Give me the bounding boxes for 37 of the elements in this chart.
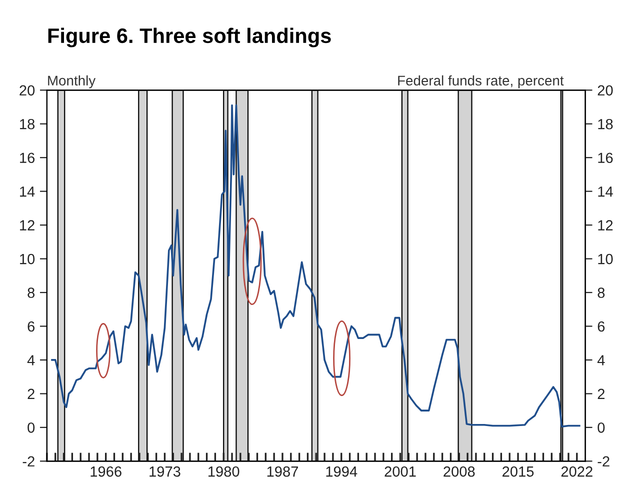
y-tick-label: 10: [20, 254, 35, 264]
y-tick-label: 2: [28, 388, 34, 399]
y2-tick-label: 20: [598, 85, 613, 96]
y-tick-label: 14: [20, 186, 35, 197]
y2-tick-label: 12: [598, 220, 613, 230]
line-series: [51, 104, 580, 428]
y2-tick-label: -2: [598, 456, 610, 466]
x-tick-label: 2001: [384, 466, 416, 477]
y-tick-label: -2: [22, 456, 34, 466]
y2-tick-label: 18: [598, 118, 613, 130]
x-tick-label: 2008: [444, 466, 475, 477]
x-tick-label: 2022: [561, 466, 592, 477]
y2-tick-label: 6: [598, 321, 605, 332]
y2-tick-label: 8: [598, 288, 605, 298]
y-tick-label: 6: [28, 321, 35, 332]
y2-tick-label: 2: [598, 388, 604, 399]
x-tick-label: 1980: [208, 466, 240, 477]
chart-title: Figure 6. Three soft landings: [48, 28, 331, 48]
y-tick-label: 18: [20, 118, 35, 130]
y-tick-label: 20: [20, 85, 35, 96]
text: Monthly: [48, 75, 96, 88]
text: Federal funds rate, percent: [398, 75, 564, 88]
x-tick-label: 1987: [267, 466, 298, 477]
y2-tick-label: 14: [598, 186, 613, 197]
y2-tick-label: 4: [597, 355, 605, 366]
x-tick-label: 2015: [502, 466, 534, 477]
x-tick-label: 1966: [90, 466, 122, 477]
y-tick-label: 12: [20, 220, 34, 230]
y2-tick-label: 0: [598, 422, 605, 433]
y2-tick-label: 10: [598, 254, 613, 264]
y-tick-label: 0: [28, 422, 35, 433]
y-tick-label: 4: [27, 355, 35, 366]
x-tick-label: 1973: [150, 466, 180, 477]
x-tick-label: 1994: [326, 466, 358, 477]
y-tick-label: 16: [20, 152, 35, 164]
y-tick-label: 8: [28, 288, 35, 298]
y2-tick-label: 16: [598, 152, 613, 164]
